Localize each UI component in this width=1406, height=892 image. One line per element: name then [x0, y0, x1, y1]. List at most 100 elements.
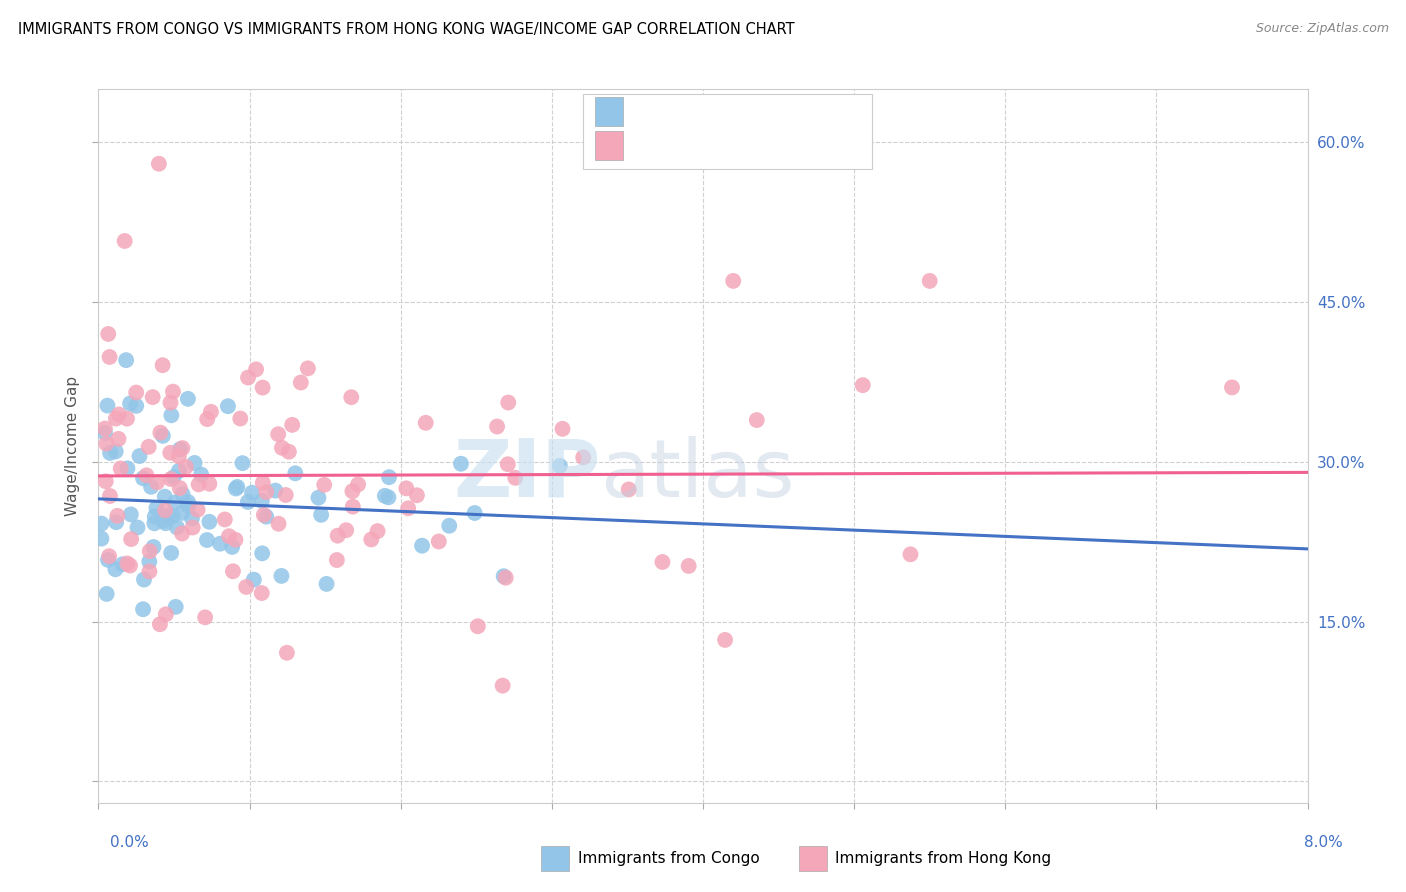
Point [98, 350, 121, 364]
Point [374, 489, 396, 503]
Point [918, 274, 941, 288]
Point [138, 440, 160, 454]
Point [167, 464, 190, 478]
Point [225, 482, 247, 496]
Point [467, 619, 489, 633]
Text: 8.0%: 8.0% [1303, 836, 1343, 850]
Point [198, 476, 221, 491]
Point [267, 516, 290, 531]
Point [163, 495, 186, 509]
Point [415, 416, 437, 430]
Point [267, 427, 290, 442]
Point [236, 370, 259, 384]
Point [172, 441, 194, 455]
Point [142, 390, 165, 404]
Point [396, 501, 419, 516]
Point [277, 444, 299, 458]
Point [162, 470, 184, 484]
Point [723, 274, 745, 288]
Point [195, 533, 218, 547]
Point [98, 446, 121, 460]
Point [200, 405, 222, 419]
Point [427, 534, 450, 549]
Point [378, 470, 401, 484]
Point [96, 399, 118, 413]
Point [149, 425, 172, 440]
Point [110, 461, 132, 475]
Point [148, 157, 170, 171]
Point [340, 390, 363, 404]
Point [114, 234, 136, 248]
Point [138, 565, 160, 579]
Point [187, 502, 209, 516]
Point [290, 376, 312, 390]
Point [94, 421, 117, 435]
Point [159, 472, 181, 486]
Point [115, 411, 138, 425]
Point [104, 444, 127, 458]
Point [194, 610, 217, 624]
Point [162, 508, 184, 523]
Text: IMMIGRANTS FROM CONGO VS IMMIGRANTS FROM HONG KONG WAGE/INCOME GAP CORRELATION C: IMMIGRANTS FROM CONGO VS IMMIGRANTS FROM… [18, 22, 794, 37]
Point [166, 520, 188, 534]
Text: Immigrants from Hong Kong: Immigrants from Hong Kong [835, 851, 1052, 865]
Text: R = -0.204   N =  78: R = -0.204 N = 78 [633, 103, 801, 120]
Point [297, 361, 319, 376]
Point [94, 425, 117, 440]
Text: Source: ZipAtlas.com: Source: ZipAtlas.com [1256, 22, 1389, 36]
Point [326, 529, 349, 543]
Point [181, 511, 204, 525]
Point [160, 546, 183, 560]
Point [367, 524, 389, 538]
Point [250, 546, 273, 560]
Point [195, 412, 218, 426]
Point [235, 580, 257, 594]
Point [125, 385, 148, 400]
Point [107, 432, 129, 446]
Point [222, 564, 245, 578]
Point [132, 602, 155, 616]
Point [115, 557, 138, 571]
Point [198, 515, 221, 529]
Point [900, 547, 922, 561]
Point [108, 408, 131, 422]
Point [309, 508, 332, 522]
Point [120, 508, 142, 522]
Point [169, 442, 191, 457]
Point [153, 503, 176, 517]
Point [439, 518, 461, 533]
Point [132, 471, 155, 485]
Point [146, 475, 169, 490]
Point [226, 480, 249, 494]
Point [342, 500, 364, 514]
Point [253, 508, 276, 522]
Point [177, 499, 200, 513]
Point [172, 487, 194, 501]
Point [120, 396, 142, 410]
Point [209, 537, 232, 551]
Point [104, 411, 127, 425]
Point [125, 399, 148, 413]
Text: atlas: atlas [600, 435, 794, 514]
Text: Immigrants from Congo: Immigrants from Congo [578, 851, 759, 865]
Point [105, 515, 128, 529]
Point [617, 483, 640, 497]
Point [145, 501, 167, 516]
Point [98, 489, 121, 503]
Point [347, 477, 370, 491]
Point [254, 485, 277, 500]
Point [411, 539, 433, 553]
Point [406, 488, 429, 502]
Point [360, 533, 382, 547]
Point [115, 353, 138, 368]
Point [450, 457, 472, 471]
Point [250, 586, 273, 600]
Point [117, 461, 139, 475]
Point [495, 571, 517, 585]
Point [135, 468, 157, 483]
Point [172, 506, 194, 520]
Point [231, 456, 253, 470]
Point [548, 458, 571, 473]
Point [492, 569, 515, 583]
Point [153, 490, 176, 504]
